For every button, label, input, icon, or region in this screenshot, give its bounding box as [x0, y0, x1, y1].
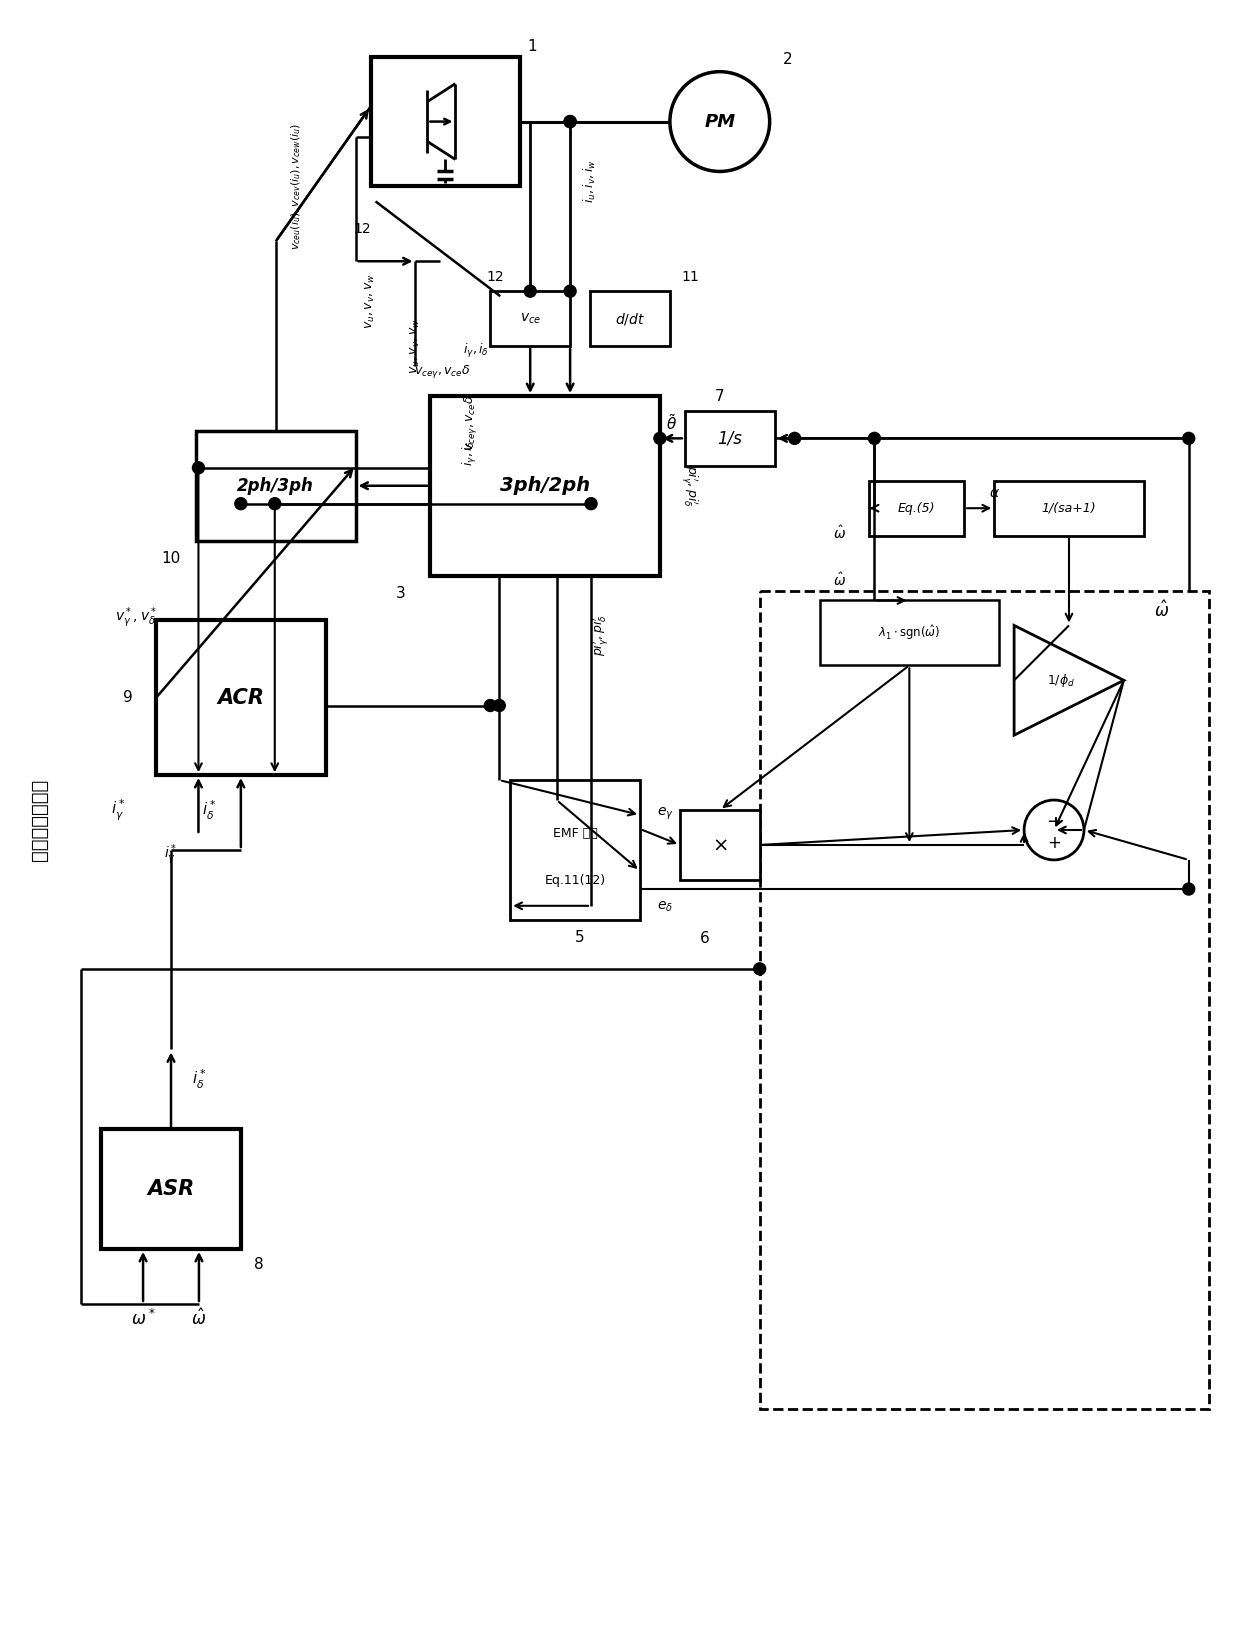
Bar — [760, 590, 1209, 1408]
Bar — [102, 1129, 241, 1249]
Text: $\hat{\omega}$: $\hat{\omega}$ — [1153, 600, 1169, 621]
Text: $d/dt$: $d/dt$ — [615, 311, 645, 326]
Circle shape — [564, 116, 577, 128]
Circle shape — [585, 498, 596, 510]
Text: $\alpha$: $\alpha$ — [988, 487, 999, 500]
Text: $v_u, v_v, v_w$: $v_u, v_v, v_w$ — [409, 318, 422, 374]
Text: 1: 1 — [527, 39, 537, 54]
Text: $i_\delta^*$: $i_\delta^*$ — [202, 798, 216, 821]
Text: 12: 12 — [353, 223, 372, 236]
Text: 11: 11 — [681, 270, 698, 284]
Text: $e_\gamma$: $e_\gamma$ — [656, 806, 673, 823]
Text: $\hat{\omega}$: $\hat{\omega}$ — [191, 1308, 207, 1329]
Text: $+$: $+$ — [1047, 834, 1061, 852]
Text: 3ph/2ph: 3ph/2ph — [500, 477, 590, 495]
Text: 12: 12 — [486, 270, 505, 284]
Text: $\hat{\omega}$: $\hat{\omega}$ — [833, 572, 846, 588]
Text: $v_{ce\gamma}, v_{ce}\delta$: $v_{ce\gamma}, v_{ce}\delta$ — [461, 395, 479, 451]
Text: $v_{ce\gamma}, v_{ce}\delta$: $v_{ce\gamma}, v_{ce}\delta$ — [414, 362, 470, 380]
Circle shape — [269, 498, 280, 510]
Text: $i_\delta^*$: $i_\delta^*$ — [192, 1069, 206, 1092]
Text: $-$: $-$ — [1047, 811, 1061, 829]
Text: PM: PM — [704, 113, 735, 131]
Text: 6: 6 — [699, 931, 709, 946]
Circle shape — [192, 462, 205, 474]
Text: ASR: ASR — [148, 1178, 195, 1200]
Text: $pi_\gamma', pi_\delta'$: $pi_\gamma', pi_\delta'$ — [590, 615, 610, 656]
Bar — [869, 480, 965, 536]
Text: $\hat{\omega}$: $\hat{\omega}$ — [833, 524, 846, 543]
Bar — [510, 780, 640, 919]
Text: $i_\gamma, i_\delta$: $i_\gamma, i_\delta$ — [461, 439, 480, 465]
Text: $i_\gamma^*$: $i_\gamma^*$ — [110, 798, 125, 823]
Text: $v^*_\gamma, v^*_\delta$: $v^*_\gamma, v^*_\delta$ — [115, 606, 157, 631]
Circle shape — [1183, 433, 1194, 444]
Circle shape — [653, 433, 666, 444]
Text: $i_\gamma, i_\delta$: $i_\gamma, i_\delta$ — [464, 343, 490, 361]
Circle shape — [525, 285, 536, 297]
Text: ACR: ACR — [217, 688, 264, 708]
Text: 1/(sa+1): 1/(sa+1) — [1042, 502, 1096, 515]
Text: 8: 8 — [254, 1257, 264, 1272]
Circle shape — [564, 116, 577, 128]
Circle shape — [234, 498, 247, 510]
Text: $i_u, i_v, i_w$: $i_u, i_v, i_w$ — [582, 159, 598, 203]
Circle shape — [1024, 800, 1084, 860]
Bar — [430, 397, 660, 575]
Circle shape — [868, 433, 880, 444]
Text: 3: 3 — [396, 587, 405, 602]
Text: 本发明的结构图: 本发明的结构图 — [30, 779, 48, 860]
Text: $v_{ceu}(i_u), v_{cev}(i_u), v_{cew}(i_u)$: $v_{ceu}(i_u), v_{cev}(i_u), v_{cew}(i_u… — [289, 123, 303, 251]
Text: $\tilde{\theta}$: $\tilde{\theta}$ — [666, 413, 677, 433]
Circle shape — [1183, 883, 1194, 895]
Circle shape — [564, 285, 577, 297]
Circle shape — [789, 433, 801, 444]
Bar — [490, 292, 570, 346]
Text: $\times$: $\times$ — [712, 836, 728, 854]
Bar — [684, 411, 775, 465]
Text: 2ph/3ph: 2ph/3ph — [237, 477, 314, 495]
Polygon shape — [1014, 626, 1123, 736]
Circle shape — [670, 72, 770, 172]
Text: Eq.11(12): Eq.11(12) — [544, 874, 605, 887]
Text: $\lambda_1 \cdot \mathrm{sgn}(\hat{\omega})$: $\lambda_1 \cdot \mathrm{sgn}(\hat{\omeg… — [878, 623, 941, 642]
Text: $v_u, v_v, v_w$: $v_u, v_v, v_w$ — [365, 274, 377, 329]
Bar — [196, 431, 356, 541]
Text: $e_\delta$: $e_\delta$ — [657, 900, 673, 915]
Bar — [590, 292, 670, 346]
Text: 1/s: 1/s — [717, 429, 743, 447]
Bar — [820, 600, 999, 665]
Text: $v_{ce}$: $v_{ce}$ — [520, 311, 541, 326]
Text: 9: 9 — [123, 690, 133, 705]
Text: $\omega^*$: $\omega^*$ — [131, 1310, 155, 1329]
Text: $1/\phi_d$: $1/\phi_d$ — [1047, 672, 1075, 688]
Text: 5: 5 — [575, 931, 585, 946]
Bar — [680, 810, 760, 880]
Circle shape — [485, 700, 496, 711]
Bar — [156, 621, 326, 775]
Text: EMF 运算: EMF 运算 — [553, 826, 598, 839]
Text: Eq.(5): Eq.(5) — [898, 502, 936, 515]
Text: 10: 10 — [161, 551, 181, 565]
Text: $pi_\gamma', pi_\delta'$: $pi_\gamma', pi_\delta'$ — [680, 465, 699, 506]
Circle shape — [754, 962, 765, 975]
Text: $i_\gamma^*$: $i_\gamma^*$ — [164, 842, 177, 867]
Bar — [994, 480, 1143, 536]
Bar — [371, 57, 521, 187]
Text: 2: 2 — [782, 52, 792, 67]
Circle shape — [494, 700, 505, 711]
Text: 7: 7 — [715, 390, 724, 405]
